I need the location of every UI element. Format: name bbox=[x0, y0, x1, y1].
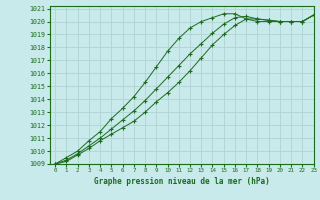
X-axis label: Graphe pression niveau de la mer (hPa): Graphe pression niveau de la mer (hPa) bbox=[94, 177, 269, 186]
